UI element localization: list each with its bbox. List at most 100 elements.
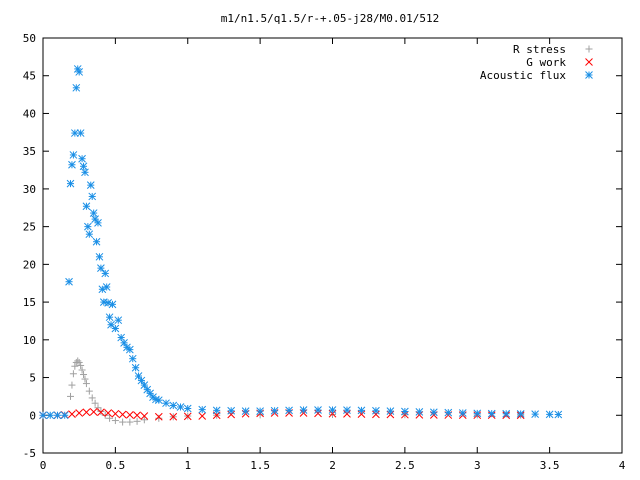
data-point	[89, 209, 98, 217]
x-tick-label: 4	[619, 459, 626, 472]
data-point	[328, 406, 337, 414]
data-point	[86, 181, 95, 189]
x-tick-label: 0	[40, 459, 47, 472]
data-point	[128, 354, 137, 363]
data-point	[46, 411, 55, 420]
y-tick-label: -5	[23, 447, 36, 460]
data-point	[155, 414, 163, 422]
data-point	[69, 370, 77, 378]
data-point	[154, 396, 163, 405]
data-point	[94, 219, 102, 227]
x-tick-label: 3.5	[540, 459, 560, 472]
data-point	[372, 410, 380, 419]
data-point	[80, 371, 88, 379]
data-point	[227, 406, 236, 415]
data-point	[84, 222, 92, 231]
y-tick-label: 25	[23, 221, 36, 234]
data-point	[137, 376, 146, 385]
data-point	[82, 408, 91, 417]
data-point	[60, 411, 69, 420]
data-point	[299, 406, 308, 414]
data-point	[92, 237, 101, 246]
data-point	[91, 399, 99, 407]
data-point	[78, 154, 86, 163]
x-tick-label: 0.5	[105, 459, 125, 472]
data-point	[183, 404, 192, 413]
data-point	[169, 401, 178, 410]
data-point	[357, 406, 366, 415]
data-point	[415, 408, 424, 416]
data-point	[444, 408, 453, 417]
data-point	[75, 68, 84, 76]
data-point	[554, 410, 563, 419]
data-point	[88, 394, 96, 402]
data-point	[119, 418, 127, 426]
data-point	[133, 417, 141, 425]
data-point	[176, 403, 185, 411]
data-point	[68, 381, 76, 389]
data-point	[81, 168, 89, 177]
data-point	[545, 410, 554, 419]
y-tick-label: 20	[23, 258, 36, 271]
data-point	[343, 406, 351, 414]
data-point	[78, 366, 86, 374]
data-point	[82, 380, 90, 388]
data-point	[458, 409, 467, 417]
data-point	[241, 407, 250, 415]
data-point	[117, 333, 126, 342]
x-tick-label: 2	[329, 459, 336, 472]
data-point	[91, 215, 99, 223]
data-point	[118, 410, 127, 419]
data-point	[69, 151, 78, 159]
data-point	[140, 416, 148, 424]
data-point	[76, 129, 85, 137]
legend-marker	[585, 58, 593, 66]
data-point	[75, 409, 84, 417]
data-point	[108, 300, 117, 309]
data-point	[227, 410, 236, 419]
data-point	[114, 316, 123, 325]
data-point	[72, 83, 81, 92]
y-tick-label: 40	[23, 107, 36, 120]
data-point	[256, 407, 264, 415]
data-point	[111, 324, 120, 333]
series-2	[39, 65, 563, 420]
data-point	[198, 405, 207, 414]
data-point	[66, 179, 75, 188]
data-point	[79, 162, 88, 171]
y-tick-label: 15	[23, 296, 36, 309]
data-point	[75, 358, 83, 366]
data-point	[77, 361, 85, 369]
data-point	[126, 418, 134, 426]
data-point	[343, 410, 351, 418]
data-point	[88, 192, 97, 201]
legend-marker	[585, 71, 593, 79]
y-tick-label: 50	[23, 32, 36, 45]
x-tick-label: 1.5	[250, 459, 270, 472]
data-point	[502, 409, 511, 418]
data-point	[71, 362, 79, 370]
data-point	[102, 283, 111, 291]
data-point	[81, 375, 89, 383]
axes: 0 0.5 1 1.5 2 2.5 3 3.5 4 -5 0 5 10 15 20 25 30 35 40 45 50	[23, 32, 626, 472]
data-point	[97, 408, 105, 415]
data-point	[154, 412, 163, 421]
data-point	[111, 409, 120, 418]
data-point	[212, 406, 221, 415]
data-point	[328, 409, 337, 418]
data-point	[372, 406, 380, 415]
legend-label: G work	[526, 56, 566, 69]
data-point	[68, 410, 76, 418]
y-tick-label: 35	[23, 145, 36, 158]
data-point	[39, 411, 47, 420]
data-point	[89, 408, 98, 416]
x-tick-label: 2.5	[395, 459, 415, 472]
data-point	[101, 269, 110, 278]
legend-marker	[585, 45, 593, 53]
data-point	[314, 406, 322, 414]
y-tick-label: 0	[29, 409, 36, 422]
data-point	[53, 411, 62, 420]
legend-label: R stress	[513, 43, 566, 56]
data-point	[285, 406, 293, 415]
